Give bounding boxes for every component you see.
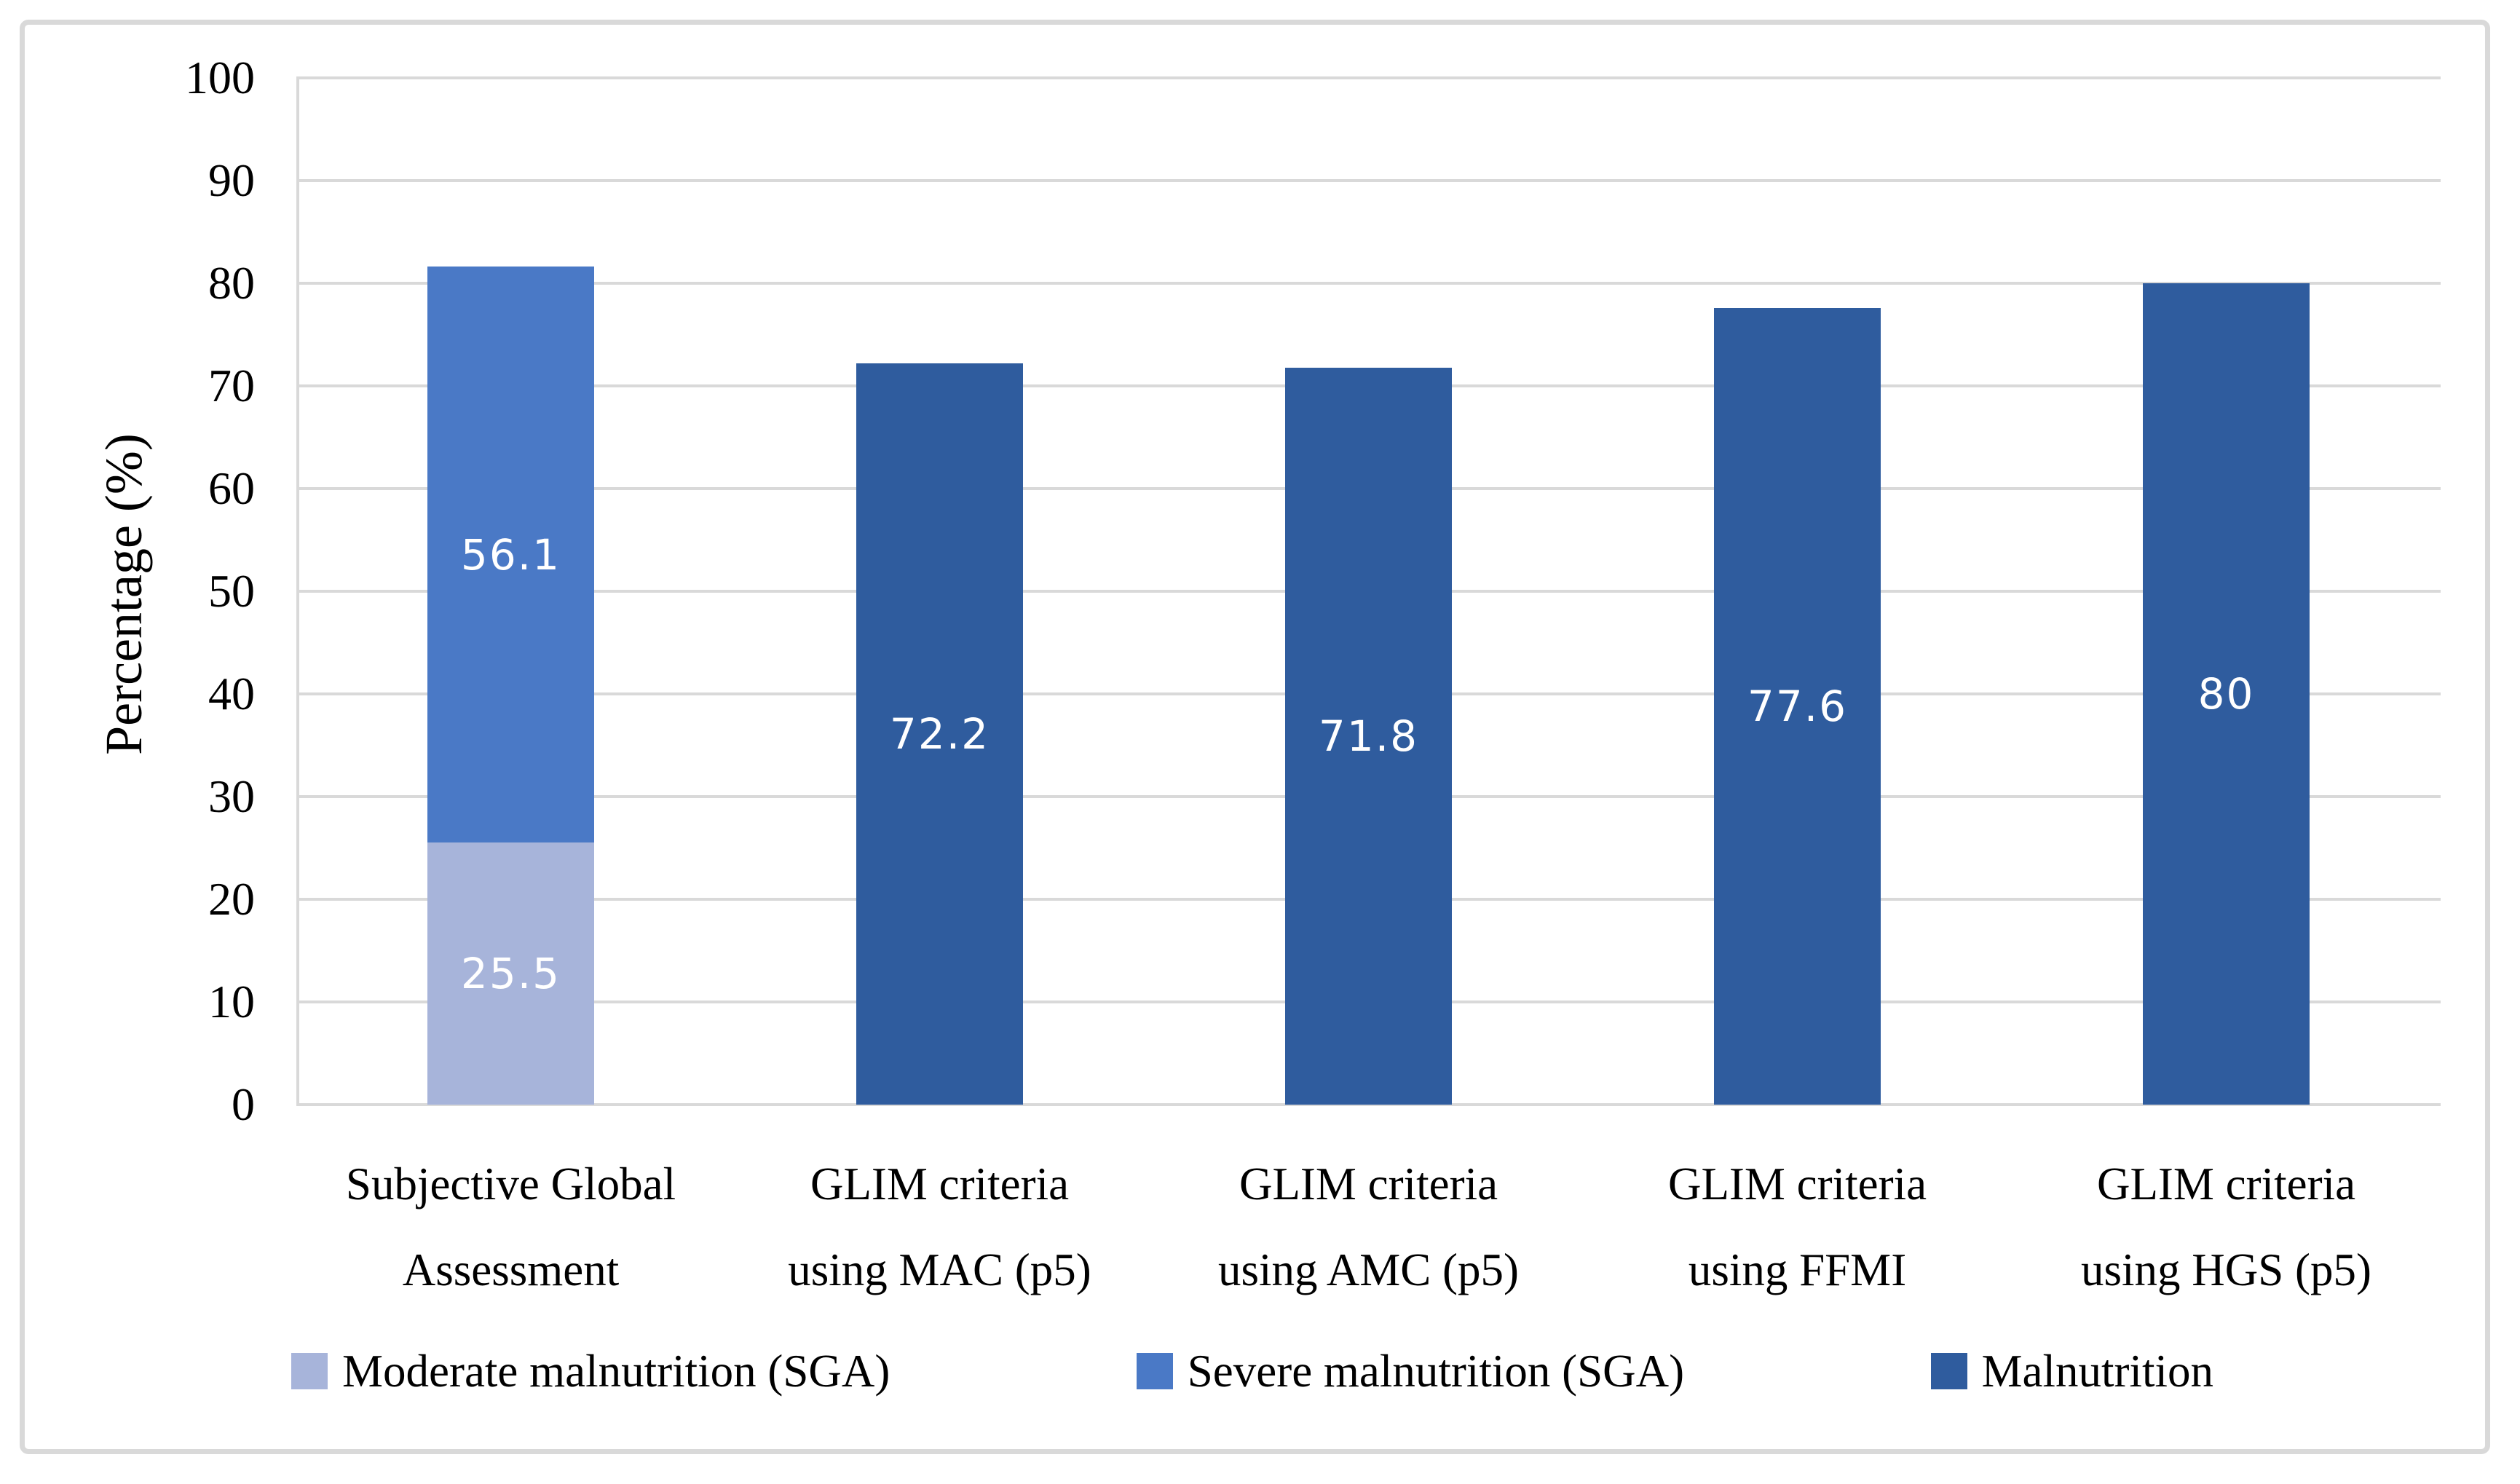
legend-label: Moderate malnutrition (SGA) bbox=[342, 1346, 890, 1397]
y-tick-label-50: 50 bbox=[208, 565, 255, 617]
bar-segment: 77.6 bbox=[1713, 307, 1881, 1105]
y-tick-label-80: 80 bbox=[208, 257, 255, 309]
legend-item-2: Malnutrition bbox=[1930, 1344, 2213, 1398]
data-label: 72.2 bbox=[889, 709, 990, 759]
y-tick-label-70: 70 bbox=[208, 360, 255, 411]
bar-segment: 25.5 bbox=[427, 842, 595, 1105]
legend-swatch-icon bbox=[291, 1353, 328, 1389]
gridline-90 bbox=[296, 179, 2441, 182]
y-tick-label-20: 20 bbox=[208, 873, 255, 925]
bar-slot-2: 71.8 bbox=[1154, 78, 1583, 1105]
legend: Moderate malnutrition (SGA) Severe malnut… bbox=[291, 1344, 2213, 1398]
legend-swatch-icon bbox=[1930, 1353, 1967, 1389]
bar-slot-3: 77.6 bbox=[1583, 78, 2012, 1105]
y-tick-label-60: 60 bbox=[208, 462, 255, 514]
data-label: 25.5 bbox=[460, 949, 561, 999]
category-label-4: GLIM criteria using HGS (p5) bbox=[2080, 1159, 2371, 1295]
bar-0: 25.5 56.1 bbox=[427, 78, 595, 1105]
bar-3: 77.6 bbox=[1713, 78, 1881, 1105]
gridline-100 bbox=[296, 76, 2441, 79]
bar-slot-4: 80 bbox=[2012, 78, 2441, 1105]
legend-label: Severe malnutrition (SGA) bbox=[1187, 1346, 1685, 1397]
data-label: 56.1 bbox=[460, 529, 561, 580]
plot-area: 25.5 56.1 72.2 71.8 77.6 80 bbox=[296, 76, 2441, 1106]
gridline-0 bbox=[296, 1103, 2441, 1106]
bar-1: 72.2 bbox=[856, 78, 1024, 1105]
bar-segment: 72.2 bbox=[856, 363, 1024, 1105]
y-axis-line bbox=[296, 78, 299, 1105]
category-label-0: Subjective Global Assessment bbox=[345, 1159, 676, 1295]
bar-segment: 71.8 bbox=[1284, 367, 1453, 1105]
legend-swatch-icon bbox=[1136, 1353, 1173, 1389]
bar-segment: 56.1 bbox=[427, 267, 595, 843]
legend-item-1: Severe malnutrition (SGA) bbox=[1136, 1344, 1685, 1398]
bar-slot-1: 72.2 bbox=[725, 78, 1154, 1105]
bar-2: 71.8 bbox=[1284, 78, 1453, 1105]
data-label: 80 bbox=[2197, 669, 2255, 719]
gridline-80 bbox=[296, 282, 2441, 285]
y-tick-label-90: 90 bbox=[208, 154, 255, 206]
data-label: 77.6 bbox=[1747, 681, 1848, 731]
y-axis-tick-labels: 0 10 20 30 40 50 60 70 80 90 100 bbox=[73, 0, 255, 1484]
y-tick-label-10: 10 bbox=[208, 976, 255, 1027]
legend-label: Malnutrition bbox=[1981, 1346, 2213, 1397]
bar-segment: 80 bbox=[2142, 283, 2310, 1105]
legend-item-0: Moderate malnutrition (SGA) bbox=[291, 1344, 890, 1398]
category-label-2: GLIM criteria using AMC (p5) bbox=[1217, 1159, 1520, 1295]
bar-series-area: 25.5 56.1 72.2 71.8 77.6 80 bbox=[296, 78, 2441, 1105]
y-tick-label-40: 40 bbox=[208, 668, 255, 719]
category-label-3: GLIM criteria using FFMI bbox=[1667, 1159, 1927, 1295]
category-label-1: GLIM criteria using MAC (p5) bbox=[788, 1159, 1091, 1295]
data-label: 71.8 bbox=[1318, 711, 1419, 761]
bar-slot-0: 25.5 56.1 bbox=[296, 78, 725, 1105]
y-tick-label-100: 100 bbox=[185, 52, 255, 103]
bar-4: 80 bbox=[2142, 78, 2310, 1105]
y-tick-label-30: 30 bbox=[208, 770, 255, 822]
x-axis-category-labels: Subjective Global Assessment GLIM criteri… bbox=[296, 1141, 2441, 1313]
y-tick-label-0: 0 bbox=[232, 1078, 255, 1130]
